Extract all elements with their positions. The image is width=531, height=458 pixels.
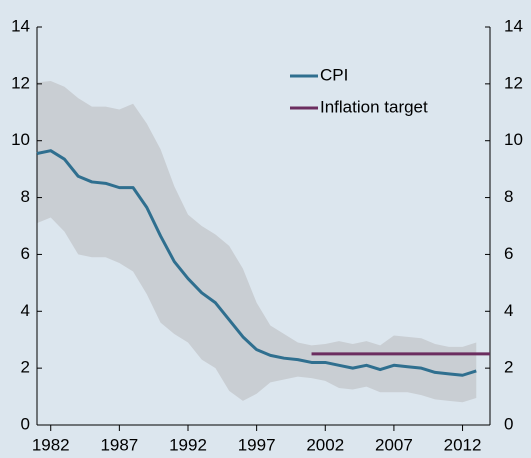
y2-tick-label: 14 xyxy=(504,16,523,35)
x-tick-label: 1992 xyxy=(169,435,207,454)
x-tick-label: 1987 xyxy=(100,435,138,454)
legend-label: CPI xyxy=(320,65,348,84)
y2-tick-label: 4 xyxy=(504,301,513,320)
x-tick-label: 2012 xyxy=(444,435,482,454)
x-tick-label: 2002 xyxy=(306,435,344,454)
y-tick-label: 14 xyxy=(11,16,30,35)
y-tick-label: 2 xyxy=(21,358,30,377)
y-tick-label: 10 xyxy=(11,130,30,149)
y2-tick-label: 10 xyxy=(504,130,523,149)
y2-tick-label: 8 xyxy=(504,187,513,206)
y-tick-label: 6 xyxy=(21,244,30,263)
x-tick-label: 2007 xyxy=(375,435,413,454)
y-tick-label: 4 xyxy=(21,301,30,320)
legend-label: Inflation target xyxy=(320,97,428,116)
x-tick-label: 1982 xyxy=(32,435,70,454)
y2-tick-label: 12 xyxy=(504,73,523,92)
x-tick-label: 1997 xyxy=(238,435,276,454)
y-tick-label: 0 xyxy=(21,414,30,433)
y2-tick-label: 0 xyxy=(504,414,513,433)
y-tick-label: 12 xyxy=(11,73,30,92)
y2-tick-label: 2 xyxy=(504,358,513,377)
uncertainty-band xyxy=(37,81,477,403)
y-tick-label: 8 xyxy=(21,187,30,206)
series-line xyxy=(36,149,477,377)
y2-tick-label: 6 xyxy=(504,244,513,263)
